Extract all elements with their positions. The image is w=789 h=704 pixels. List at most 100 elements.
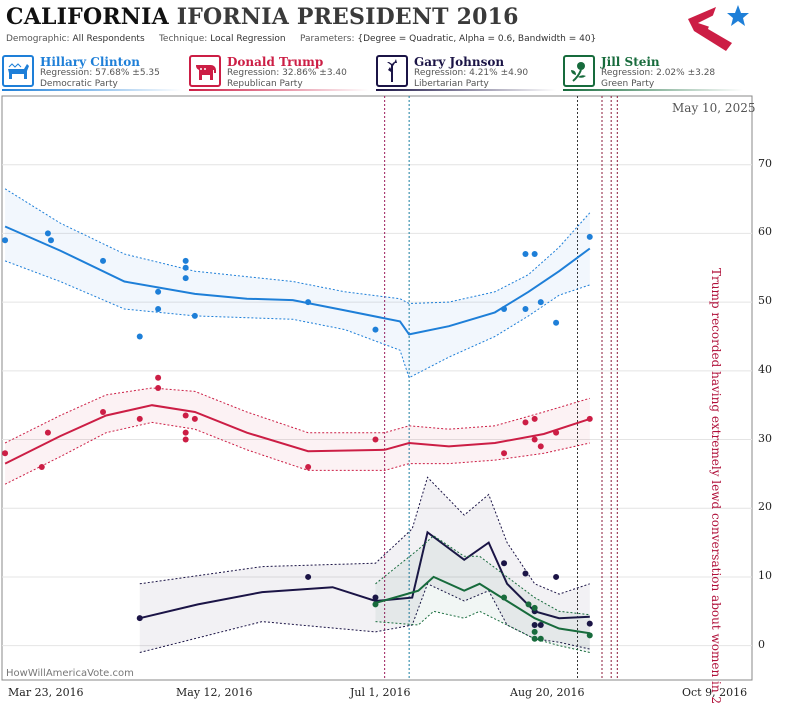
- lower-bound-line: [4, 421, 590, 485]
- poll-point: [586, 233, 593, 240]
- poll-point: [182, 264, 189, 271]
- y-tick-label: 50: [758, 294, 772, 308]
- technique-label: Technique:: [158, 34, 208, 44]
- regression-value: Regression: 32.86% ±3.40: [227, 68, 347, 78]
- poll-point: [501, 594, 508, 601]
- poll-point: [305, 464, 312, 471]
- regression-value: Regression: 4.21% ±4.90: [414, 68, 529, 78]
- party-name: Democratic Party: [40, 79, 118, 89]
- parameters-line: Demographic: All Respondents Technique: …: [6, 34, 596, 44]
- party-name: Republican Party: [227, 79, 303, 89]
- poll-point: [537, 635, 544, 642]
- poll-point: [531, 635, 538, 642]
- trend-line: [4, 225, 591, 336]
- poll-point: [182, 412, 189, 419]
- poll-point: [531, 436, 538, 443]
- upper-bound-line: [139, 476, 590, 595]
- poll-point: [191, 415, 198, 422]
- poll-point: [553, 573, 560, 580]
- date-stamp: May 10, 2025: [672, 101, 756, 115]
- candidate-name: Hillary Clinton: [40, 55, 140, 69]
- poll-point: [531, 251, 538, 258]
- regression-value: Regression: 57.68% ±5.35: [40, 68, 160, 78]
- site-credit: HowWillAmericaVote.com: [6, 668, 134, 679]
- poll-point: [537, 622, 544, 629]
- y-tick-label: 40: [758, 362, 772, 376]
- statue-of-liberty-icon: [376, 55, 408, 87]
- poll-point: [537, 443, 544, 450]
- poll-point: [2, 450, 9, 457]
- poll-point: [531, 415, 538, 422]
- technique-value: Local Regression: [210, 34, 286, 44]
- upper-bound-line: [4, 387, 590, 444]
- title-state: CALIFORNIA: [6, 4, 169, 30]
- demographic-label: Demographic:: [6, 34, 70, 44]
- poll-point: [501, 305, 508, 312]
- confidence-band: [375, 535, 590, 653]
- poll-point: [136, 333, 143, 340]
- poll-point: [553, 429, 560, 436]
- lower-bound-line: [4, 260, 590, 379]
- poll-point: [44, 429, 51, 436]
- x-tick-label: Oct 9, 2016: [682, 686, 748, 699]
- poll-point: [191, 312, 198, 319]
- poll-point: [100, 257, 107, 264]
- legend-underline: [563, 89, 743, 91]
- poll-point: [47, 237, 54, 244]
- poll-point: [2, 237, 9, 244]
- poll-point: [136, 415, 143, 422]
- poll-point: [501, 560, 508, 567]
- poll-point: [586, 632, 593, 639]
- poll-point: [155, 288, 162, 295]
- elephant-icon: [189, 55, 221, 87]
- legend-underline: [2, 89, 182, 91]
- legend-underline: [376, 89, 556, 91]
- poll-point: [372, 594, 379, 601]
- poll-point: [136, 615, 143, 622]
- candidate-name: Jill Stein: [601, 55, 660, 69]
- candidate-name: Gary Johnson: [414, 55, 505, 69]
- y-tick-label: 0: [758, 637, 765, 651]
- parameters-value: {Degree = Quadratic, Alpha = 0.6, Bandwi…: [357, 34, 597, 44]
- site-logo-icon: [688, 5, 749, 51]
- poll-point: [38, 464, 45, 471]
- poll-point: [501, 450, 508, 457]
- y-tick-label: 60: [758, 225, 772, 239]
- poll-point: [305, 573, 312, 580]
- x-tick-label: Aug 20, 2016: [510, 686, 585, 699]
- poll-point: [100, 409, 107, 416]
- poll-point: [553, 319, 560, 326]
- poll-point: [182, 429, 189, 436]
- upper-bound-line: [375, 535, 590, 616]
- donkey-icon: [2, 55, 34, 87]
- demographic-value: All Respondents: [72, 34, 145, 44]
- x-tick-label: May 12, 2016: [176, 686, 253, 699]
- poll-point: [372, 326, 379, 333]
- poll-point: [155, 385, 162, 391]
- poll-point: [531, 622, 538, 629]
- page-title: CALIFORNIA IFORNIA PRESIDENT 2016: [6, 4, 519, 30]
- y-tick-label: 10: [758, 568, 772, 582]
- poll-point: [305, 299, 312, 306]
- party-name: Green Party: [601, 79, 655, 89]
- poll-point: [522, 570, 529, 577]
- event-annotation: Trump recorded having extremely lewd con…: [709, 268, 723, 704]
- poll-point: [586, 620, 593, 627]
- poll-point: [522, 305, 529, 312]
- poll-point: [372, 436, 379, 443]
- candidate-name: Donald Trump: [227, 55, 324, 69]
- y-tick-label: 20: [758, 500, 772, 514]
- x-tick-label: Mar 23, 2016: [8, 686, 84, 699]
- flower-icon: [563, 55, 595, 87]
- poll-point: [182, 275, 189, 282]
- y-tick-label: 70: [758, 156, 772, 170]
- lower-bound-line: [375, 610, 590, 653]
- y-tick-label: 30: [758, 431, 772, 445]
- poll-point: [182, 436, 189, 443]
- legend-underline: [189, 89, 369, 91]
- poll-point: [372, 601, 379, 608]
- poll-point: [155, 374, 162, 381]
- poll-point: [586, 415, 593, 422]
- confidence-band: [139, 477, 590, 653]
- party-name: Libertarian Party: [414, 79, 489, 89]
